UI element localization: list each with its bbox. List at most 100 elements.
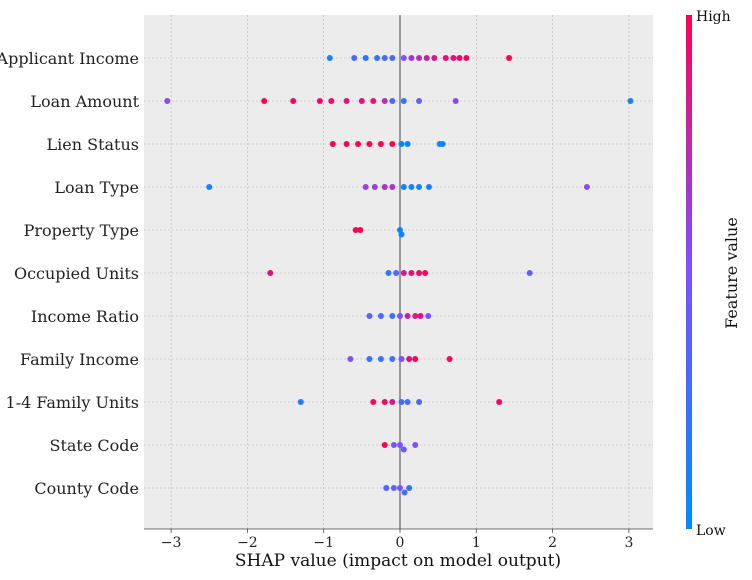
feature-label: Occupied Units [14, 264, 139, 283]
shap-point [389, 55, 396, 61]
shap-point [389, 141, 396, 147]
shap-point [412, 313, 419, 319]
shap-point [463, 55, 470, 61]
shap-point [404, 399, 411, 405]
feature-label: Loan Amount [30, 92, 139, 111]
x-tick-label: 1 [472, 535, 481, 551]
shap-point [164, 98, 171, 104]
shap-point [326, 55, 333, 61]
shap-point [381, 442, 388, 448]
shap-point [401, 489, 408, 496]
x-tick-label: −1 [313, 535, 334, 551]
shap-point [397, 227, 403, 233]
shap-point [398, 141, 405, 147]
shap-point [397, 485, 403, 491]
feature-label: Loan Type [54, 178, 139, 197]
shap-point [355, 141, 362, 147]
shap-point [389, 98, 396, 104]
shap-point [377, 313, 384, 319]
feature-label: Income Ratio [31, 307, 139, 326]
shap-point [496, 399, 503, 405]
shap-point [431, 55, 438, 61]
shap-point [404, 141, 411, 147]
shap-point [389, 313, 396, 319]
shap-point [417, 313, 424, 319]
x-tick-label: −2 [237, 535, 258, 551]
shap-point [206, 184, 213, 190]
shap-point [385, 270, 392, 276]
feature-label: Lien Status [47, 135, 139, 154]
shap-point [397, 313, 403, 319]
shap-point [627, 98, 634, 104]
x-tick-label: −3 [161, 535, 182, 551]
feature-label: 1-4 Family Units [6, 393, 139, 412]
shap-point [456, 55, 463, 61]
shap-point [400, 55, 407, 61]
shap-point [343, 98, 350, 104]
shap-point [408, 270, 415, 276]
shap-point [400, 446, 407, 453]
shap-point [416, 98, 423, 104]
shap-point [358, 98, 365, 104]
shap-point [366, 356, 373, 362]
shap-point [423, 55, 430, 61]
shap-point [398, 231, 405, 238]
shap-point [400, 270, 407, 276]
shap-point [400, 184, 407, 190]
shap-point [390, 442, 397, 448]
colorbar-low-label: Low [696, 523, 726, 539]
shap-point [329, 141, 336, 147]
shap-point [389, 399, 396, 405]
shap-point [416, 399, 423, 405]
shap-point [371, 184, 378, 190]
feature-labels: Applicant Income Loan Amount Lien Status Lo… [0, 49, 140, 498]
feature-label: Applicant Income [0, 49, 139, 68]
shap-point [374, 55, 381, 61]
gridlines [144, 15, 653, 529]
shap-point [412, 442, 419, 448]
x-tick-label: 2 [548, 535, 557, 551]
shap-point [351, 55, 358, 61]
colorbar-title: Feature value [722, 217, 741, 329]
shap-point [397, 442, 403, 448]
shap-point [506, 55, 513, 61]
shap-point [406, 356, 413, 362]
shap-point [381, 399, 388, 405]
shap-point [425, 313, 432, 319]
shap-point [416, 184, 423, 190]
shap-point [422, 270, 429, 276]
shap-point [370, 98, 377, 104]
shap-point [328, 98, 335, 104]
shap-point [316, 98, 323, 104]
shap-point [261, 98, 268, 104]
shap-point [357, 227, 364, 233]
x-tick-labels: −3 −2 −1 0 1 2 3 [144, 528, 653, 551]
shap-point [416, 55, 423, 61]
shap-point [290, 98, 297, 104]
shap-point [398, 356, 405, 362]
shap-point [425, 184, 432, 190]
shap-point [412, 356, 419, 362]
shap-point [408, 55, 415, 61]
x-tick-label: 0 [396, 535, 405, 551]
shap-point [446, 356, 453, 362]
shap-point [404, 313, 411, 319]
shap-point [362, 184, 369, 190]
feature-label: Property Type [24, 221, 139, 240]
colorbar [686, 15, 692, 529]
shap-point [439, 141, 446, 147]
shap-point [381, 55, 388, 61]
shap-point [390, 485, 397, 491]
data-points [164, 55, 634, 496]
shap-point [450, 55, 457, 61]
shap-point [370, 399, 377, 405]
feature-label: State Code [50, 436, 140, 455]
shap-point [381, 98, 388, 104]
shap-point [408, 184, 415, 190]
shap-point [352, 227, 359, 233]
shap-point [400, 98, 407, 104]
shap-point [343, 141, 350, 147]
shap-point [366, 141, 373, 147]
shap-point [389, 356, 396, 362]
